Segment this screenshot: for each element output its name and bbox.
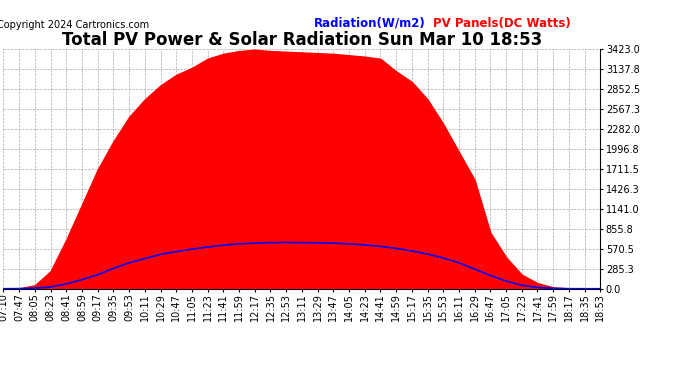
Text: Radiation(W/m2): Radiation(W/m2): [314, 16, 426, 30]
Title: Total PV Power & Solar Radiation Sun Mar 10 18:53: Total PV Power & Solar Radiation Sun Mar…: [61, 31, 542, 49]
Text: PV Panels(DC Watts): PV Panels(DC Watts): [433, 16, 571, 30]
Text: Copyright 2024 Cartronics.com: Copyright 2024 Cartronics.com: [0, 20, 150, 30]
